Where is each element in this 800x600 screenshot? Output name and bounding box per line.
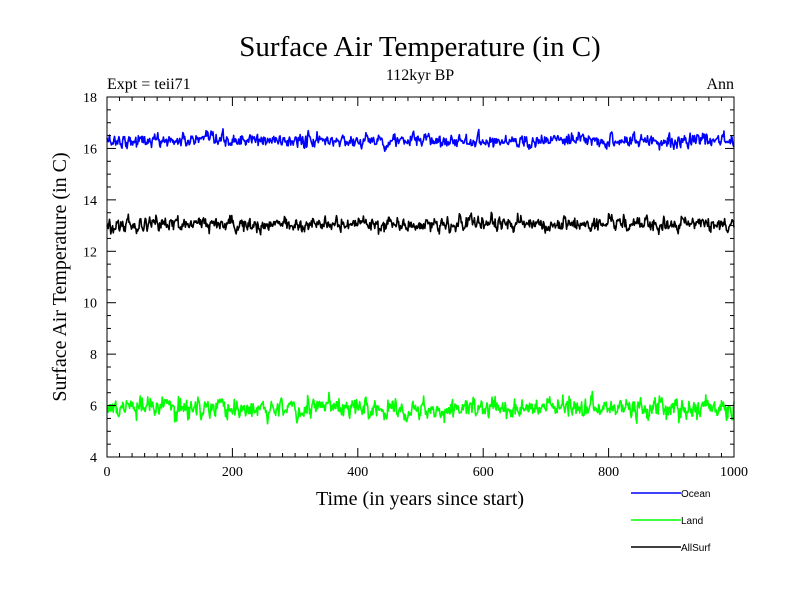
x-tick-label: 800: [598, 465, 619, 480]
y-tick-label: 14: [83, 194, 97, 209]
season-label: Ann: [706, 76, 734, 93]
x-tick-label: 400: [347, 465, 368, 480]
y-tick-label: 18: [83, 91, 97, 106]
series-line-land: [106, 390, 735, 425]
y-tick-label: 16: [83, 142, 97, 157]
y-tick-label: 4: [90, 451, 97, 466]
plot-frame: [106, 96, 735, 458]
y-tick-label: 6: [90, 400, 97, 415]
x-axis-label: Time (in years since start): [316, 488, 524, 510]
x-tick-label: 0: [104, 465, 111, 480]
x-tick-label: 1000: [720, 465, 748, 480]
x-tick-label: 600: [473, 465, 494, 480]
legend-label-allsurf: AllSurf: [681, 543, 711, 554]
legend: Ocean Land AllSurf: [631, 489, 711, 554]
y-axis-label: Surface Air Temperature (in C): [49, 152, 71, 401]
legend-label-land: Land: [681, 516, 703, 527]
tick-labels-layer: 0 200 400 600 800 1000 4 6 8 10 12 14 16 18: [83, 91, 748, 480]
chart-title: Surface Air Temperature (in C): [239, 31, 600, 63]
x-tick-label: 200: [222, 465, 243, 480]
series-line-allsurf: [106, 211, 735, 236]
y-tick-label: 12: [83, 245, 97, 260]
y-tick-label: 8: [90, 348, 97, 363]
legend-label-ocean: Ocean: [681, 489, 710, 500]
series-layer: [106, 128, 735, 425]
series-line-ocean: [106, 128, 735, 153]
experiment-label: Expt = teii71: [107, 76, 191, 93]
chart-subtitle: 112kyr BP: [386, 67, 454, 84]
y-tick-label: 10: [83, 297, 97, 312]
